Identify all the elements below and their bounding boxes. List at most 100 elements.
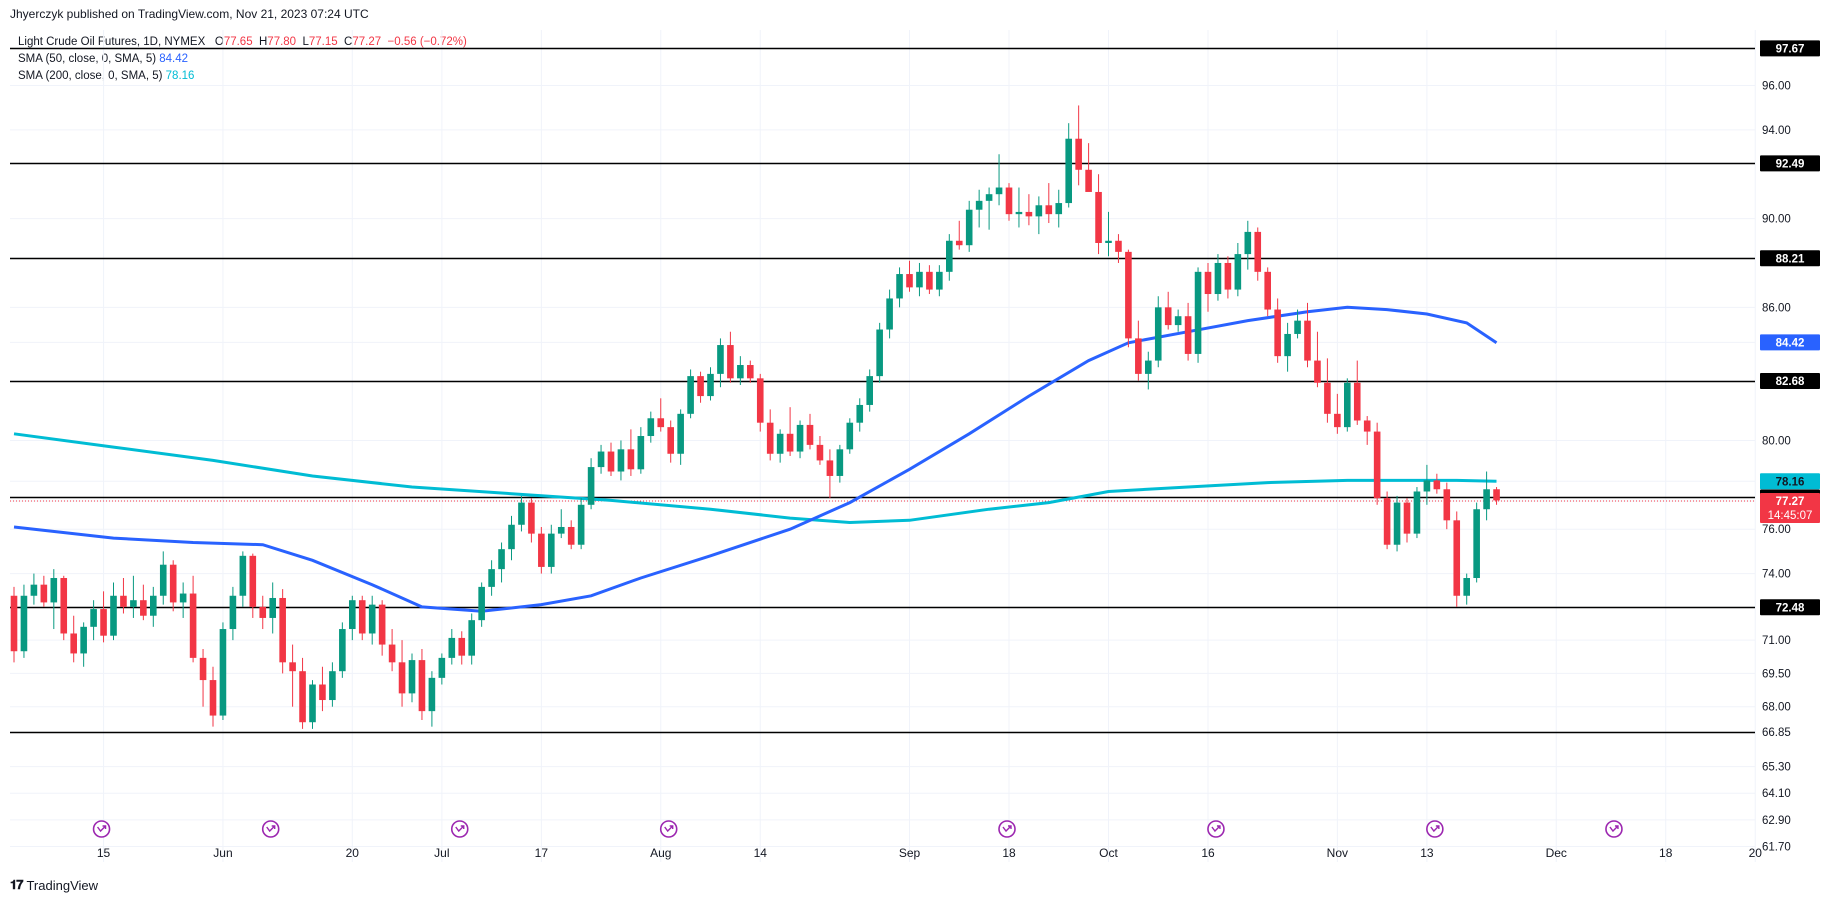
- tradingview-logo[interactable]: 𝟏𝟕 TradingView: [10, 877, 98, 893]
- candle: [30, 573, 38, 605]
- candle: [936, 265, 943, 297]
- candle: [1154, 296, 1162, 368]
- price-label-bg: [1760, 493, 1820, 524]
- chart-grid: [10, 30, 1756, 862]
- candle: [219, 622, 227, 721]
- candle-body: [120, 595, 127, 607]
- candle: [40, 575, 48, 607]
- price-label-bg: [1760, 250, 1820, 267]
- candle-body: [1423, 480, 1431, 492]
- candle-body: [1254, 231, 1262, 272]
- event-marker-circle: [92, 820, 111, 838]
- candle: [458, 631, 466, 665]
- event-marker-glyph: [1211, 825, 1221, 833]
- candle: [538, 526, 545, 574]
- candle-body: [339, 629, 346, 672]
- candle-body: [1433, 480, 1441, 490]
- candle: [577, 498, 585, 550]
- candle: [478, 582, 485, 627]
- candle-body: [378, 604, 386, 645]
- candle-body: [80, 626, 87, 654]
- candle-body: [10, 595, 18, 652]
- candle-body: [1095, 191, 1102, 243]
- candle-body: [1483, 489, 1490, 510]
- candle: [1453, 511, 1461, 607]
- candle-body: [1224, 262, 1232, 290]
- legend-symbol: Light Crude Oil Futures, 1D, NYMEX: [18, 36, 206, 48]
- candle: [1115, 234, 1122, 263]
- event-marker-circle: [1426, 820, 1444, 838]
- candle: [120, 578, 127, 614]
- candle-body: [150, 595, 157, 616]
- candle: [766, 409, 774, 461]
- candle: [587, 458, 595, 510]
- price-label-badge: 78.16: [1760, 473, 1820, 490]
- candle-body: [319, 684, 326, 701]
- candle: [886, 289, 893, 339]
- candle-body: [1353, 382, 1361, 421]
- legend-sma200-row: SMA (200, close, 0, SMA, 5) 78.16: [18, 68, 467, 85]
- price-label-countdown: 14:45:07: [1768, 510, 1813, 522]
- candle-body: [607, 451, 615, 472]
- candle: [916, 262, 923, 297]
- candle: [1344, 378, 1351, 432]
- candle-body: [567, 526, 575, 545]
- candle: [826, 449, 834, 499]
- candle: [1174, 309, 1182, 332]
- candle-body: [936, 271, 943, 290]
- event-marker-icon: [1426, 820, 1444, 838]
- event-marker-glyph: [1609, 825, 1619, 833]
- publisher-credit: Jhyerczyk published on TradingView.com, …: [10, 7, 369, 21]
- candle: [567, 520, 575, 550]
- candle: [349, 595, 356, 641]
- candle-body: [1463, 578, 1470, 596]
- candle: [1284, 322, 1291, 372]
- candle: [140, 584, 147, 621]
- candle: [926, 265, 933, 295]
- candle-body: [776, 433, 784, 454]
- event-marker-glyph: [1430, 825, 1440, 833]
- price-label-badge: 88.21: [1760, 250, 1820, 267]
- candle-body: [667, 427, 674, 454]
- candle: [130, 575, 137, 618]
- candle-body: [846, 422, 854, 450]
- candle-body: [488, 569, 495, 587]
- moving-averages: [13, 305, 1498, 613]
- candle: [617, 440, 625, 481]
- candle-body: [90, 609, 97, 627]
- candle: [448, 629, 456, 665]
- candle: [508, 515, 515, 561]
- candle: [150, 586, 157, 627]
- event-marker-icon: [1605, 820, 1623, 838]
- candle: [975, 189, 983, 228]
- candle-body: [1125, 251, 1132, 339]
- candle-body: [100, 609, 107, 636]
- price-label-badge: 72.48: [1760, 599, 1820, 616]
- candle-body: [1493, 489, 1500, 501]
- candle: [1334, 393, 1341, 434]
- price-tick-label: 80.00: [1762, 435, 1791, 447]
- candle: [677, 409, 684, 465]
- candle: [1254, 227, 1262, 281]
- candle: [1383, 491, 1391, 550]
- price-label-badge: 92.49: [1760, 155, 1820, 172]
- candle: [856, 398, 864, 432]
- candle: [667, 420, 674, 463]
- price-label-bg: [1760, 40, 1820, 57]
- candle-body: [279, 597, 286, 663]
- candle: [239, 551, 247, 607]
- candle-body: [1184, 316, 1192, 354]
- candle-body: [518, 502, 525, 525]
- candle: [329, 662, 336, 707]
- candle-body: [647, 418, 655, 437]
- candle: [189, 575, 197, 663]
- candle: [1324, 358, 1331, 423]
- candle: [1135, 320, 1142, 381]
- candle: [955, 220, 963, 250]
- price-tick-label: 69.50: [1762, 668, 1791, 680]
- candle: [1085, 143, 1092, 192]
- candle-body: [866, 376, 873, 405]
- candle: [249, 553, 257, 618]
- candle-body: [836, 449, 844, 476]
